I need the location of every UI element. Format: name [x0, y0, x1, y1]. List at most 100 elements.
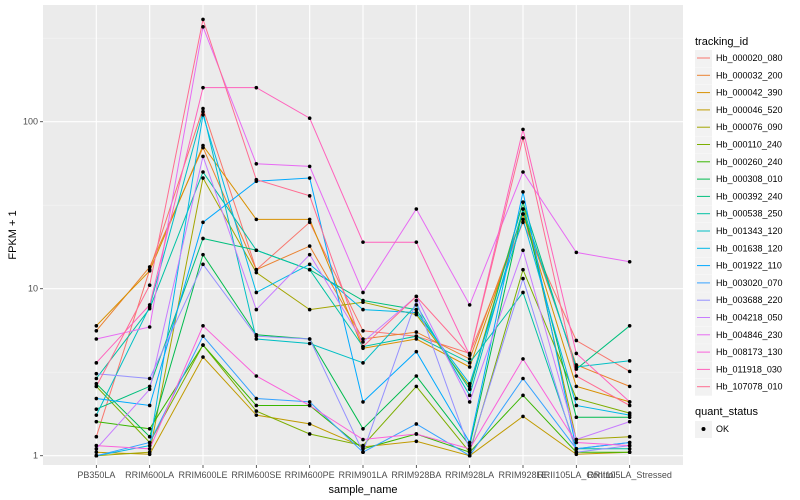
data-point — [201, 106, 205, 111]
data-point — [521, 217, 525, 222]
data-point — [414, 334, 419, 338]
data-point — [201, 109, 205, 114]
data-point — [361, 361, 365, 365]
data-point — [627, 259, 632, 264]
data-point — [254, 413, 259, 417]
data-point — [414, 307, 419, 312]
legend-label: Hb_000076_090 — [716, 122, 783, 132]
data-point — [254, 177, 259, 182]
data-point — [467, 357, 472, 361]
data-point — [147, 443, 152, 448]
legend-label: Hb_001922_110 — [716, 261, 782, 271]
data-point — [627, 403, 632, 408]
data-point — [414, 240, 419, 244]
legend-label: Hb_003688_220 — [716, 295, 783, 305]
data-point — [361, 337, 365, 341]
data-point — [627, 359, 632, 363]
data-point — [414, 294, 419, 299]
data-point — [94, 376, 99, 381]
data-point — [201, 143, 205, 148]
data-point — [94, 407, 99, 411]
data-point — [414, 303, 419, 307]
data-point — [521, 212, 525, 216]
data-point — [521, 136, 525, 140]
legend-label: Hb_004846_230 — [716, 330, 783, 340]
data-point — [521, 414, 525, 419]
x-tick-label: PB350LA — [77, 470, 115, 480]
data-point — [361, 340, 365, 344]
data-point — [147, 283, 152, 287]
data-point — [147, 269, 152, 273]
data-point — [201, 334, 205, 338]
data-point — [254, 307, 259, 312]
data-point — [361, 447, 365, 451]
data-point — [254, 409, 259, 413]
data-point — [467, 384, 472, 389]
data-point — [627, 419, 632, 424]
data-point — [361, 290, 365, 295]
data-point — [94, 413, 99, 417]
data-point — [574, 250, 579, 255]
data-point — [414, 384, 419, 389]
data-point — [254, 267, 259, 272]
data-point — [201, 343, 205, 347]
data-point — [361, 344, 365, 349]
data-point — [201, 25, 205, 29]
data-point — [521, 127, 525, 132]
data-point — [201, 113, 205, 117]
data-point — [361, 437, 365, 442]
data-point — [467, 361, 472, 365]
y-axis: 1 10 100 — [23, 117, 43, 461]
data-point — [574, 415, 579, 420]
data-point — [627, 434, 632, 439]
legend-label: Hb_107078_010 — [716, 382, 783, 392]
data-point — [94, 447, 99, 451]
data-point — [414, 207, 419, 211]
data-point — [94, 371, 99, 376]
data-point — [147, 403, 152, 408]
data-point — [521, 190, 525, 194]
data-point — [467, 447, 472, 451]
data-point — [201, 355, 205, 359]
data-point — [521, 376, 525, 381]
x-tick-label: RRIM928BA — [391, 470, 441, 480]
legend-label: Hb_000260_240 — [716, 157, 783, 167]
legend: tracking_id Hb_000020_080 Hb_000032_200 Hb… — [695, 36, 783, 396]
data-point — [147, 434, 152, 439]
data-point — [361, 240, 365, 244]
data-point — [574, 440, 579, 445]
data-point — [361, 307, 365, 312]
data-point — [307, 337, 312, 341]
data-point — [574, 374, 579, 378]
data-point — [254, 248, 259, 253]
legend-label: Hb_004218_050 — [716, 313, 783, 323]
data-point — [414, 422, 419, 426]
data-point — [94, 434, 99, 439]
data-point — [307, 176, 312, 180]
data-point — [94, 361, 99, 365]
data-point — [574, 450, 579, 454]
data-point — [467, 365, 472, 369]
data-point — [414, 432, 419, 436]
data-point — [94, 450, 99, 454]
data-point — [521, 267, 525, 272]
data-point — [94, 443, 99, 448]
data-point — [307, 116, 312, 120]
data-point — [574, 351, 579, 356]
y-tick-label: 1 — [33, 451, 38, 461]
data-point — [201, 323, 205, 328]
data-point — [254, 270, 259, 275]
legend-label: Hb_000110_240 — [716, 140, 782, 150]
data-point — [414, 330, 419, 334]
data-point — [521, 290, 525, 295]
data-point — [521, 220, 525, 225]
data-point — [414, 349, 419, 354]
legend2-label: OK — [716, 424, 729, 434]
data-point — [467, 400, 472, 404]
data-point — [254, 396, 259, 401]
data-point — [201, 176, 205, 180]
x-tick-label: RRII105LA_Control — [537, 470, 615, 480]
data-point — [627, 369, 632, 374]
x-tick-label: RRIM600LA — [125, 470, 174, 480]
